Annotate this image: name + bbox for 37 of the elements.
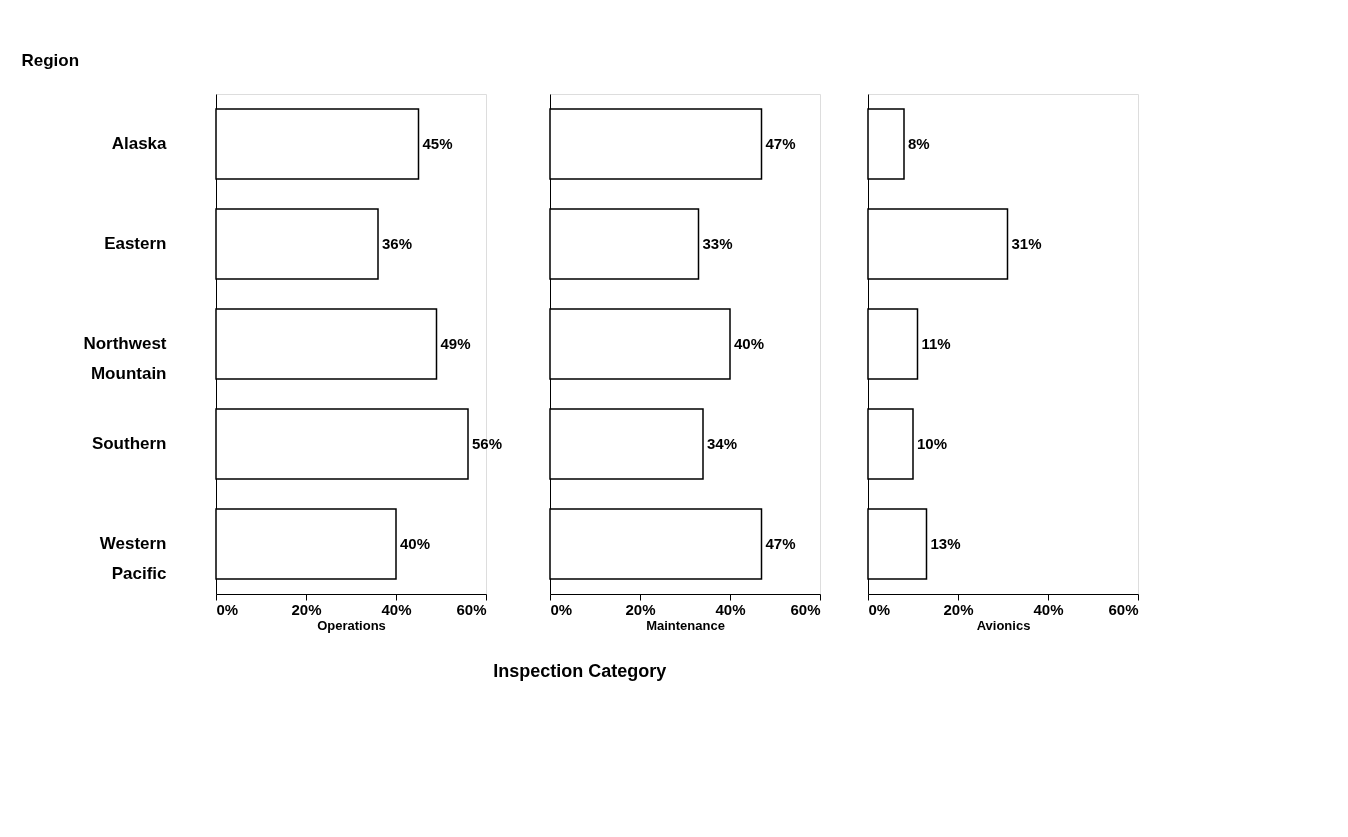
data-label: 13%: [930, 535, 961, 552]
data-label: 33%: [702, 235, 733, 252]
y-tick-label: Eastern: [104, 234, 167, 253]
x-tick-label: 40%: [1033, 600, 1064, 618]
x-axis-title: Operations: [317, 617, 386, 633]
x-tick-label: 20%: [943, 600, 974, 618]
y-tick-label: Southern: [91, 434, 167, 453]
data-label: 49%: [440, 335, 471, 352]
x-tick-label: 60%: [456, 600, 487, 618]
data-label: 10%: [917, 435, 948, 452]
x-axis-title: Maintenance: [646, 617, 725, 633]
text: Inspection Category: [493, 660, 667, 681]
x-tick-label: 40%: [381, 600, 412, 618]
data-label: 31%: [1011, 235, 1042, 252]
data-label: 56%: [472, 435, 503, 452]
x-tick-label: 20%: [625, 600, 656, 618]
x-tick-label: 60%: [1108, 600, 1139, 618]
data-label: 40%: [734, 335, 765, 352]
y-tick-label: Northwest Mountain: [83, 334, 167, 383]
data-label: 34%: [707, 435, 738, 452]
x-tick-label: 0%: [216, 600, 239, 618]
x-tick-label: 20%: [291, 600, 322, 618]
x-tick-label: 0%: [868, 600, 891, 618]
data-label: 45%: [422, 135, 453, 152]
data-label: 47%: [765, 535, 796, 552]
x-axis-title: Avionics: [976, 617, 1031, 633]
data-label: 40%: [400, 535, 431, 552]
x-tick-label: 60%: [790, 600, 821, 618]
data-label: 36%: [382, 235, 413, 252]
y-tick-label: Alaska: [111, 134, 168, 153]
x-tick-label: 0%: [550, 600, 573, 618]
x-tick-label: 40%: [715, 600, 746, 618]
y-tick-label: Western Pacific: [99, 534, 167, 583]
data-label: 47%: [765, 135, 796, 152]
y-axis-title: Region: [21, 50, 80, 70]
data-label: 8%: [908, 135, 930, 152]
data-label: 11%: [921, 335, 951, 352]
